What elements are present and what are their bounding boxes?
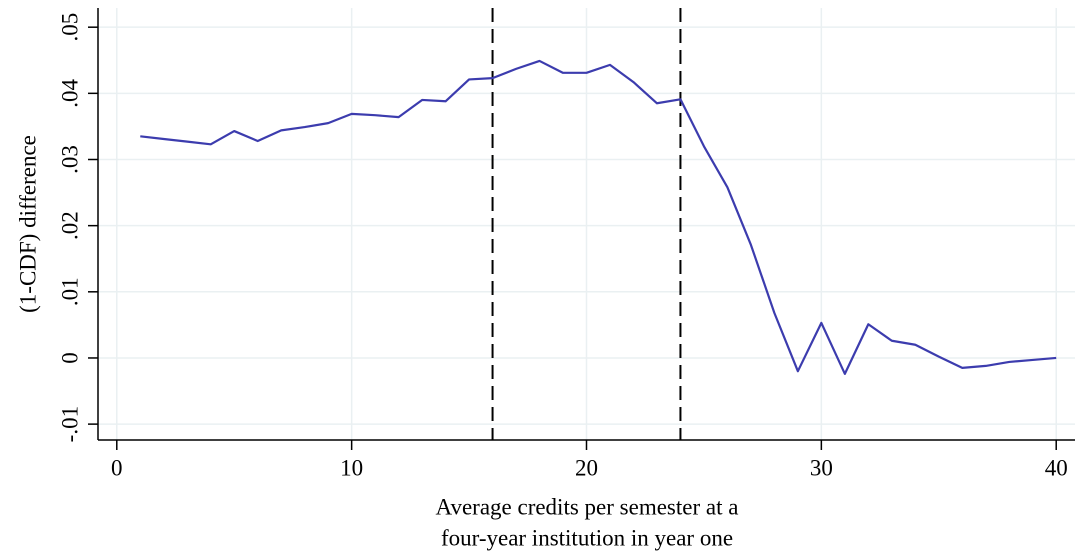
y-tick-label: .05 xyxy=(57,13,82,42)
x-tick-label: 30 xyxy=(810,455,833,480)
x-tick-label: 20 xyxy=(575,455,598,480)
y-tick-label: .03 xyxy=(57,145,82,174)
y-tick-label: 0 xyxy=(57,352,82,364)
x-tick-label: 10 xyxy=(340,455,363,480)
y-axis-label: (1-CDF) difference xyxy=(15,135,40,313)
x-tick-label: 40 xyxy=(1045,455,1068,480)
y-tick-label: .01 xyxy=(57,277,82,306)
y-tick-label: .04 xyxy=(57,78,82,107)
data-line xyxy=(140,59,1057,375)
y-tick-label: -.01 xyxy=(57,406,82,442)
x-axis-label: four-year institution in year one xyxy=(441,525,733,550)
x-tick-label: 0 xyxy=(111,455,123,480)
x-axis-label: Average credits per semester at a xyxy=(436,494,739,519)
y-tick-label: .02 xyxy=(57,211,82,240)
